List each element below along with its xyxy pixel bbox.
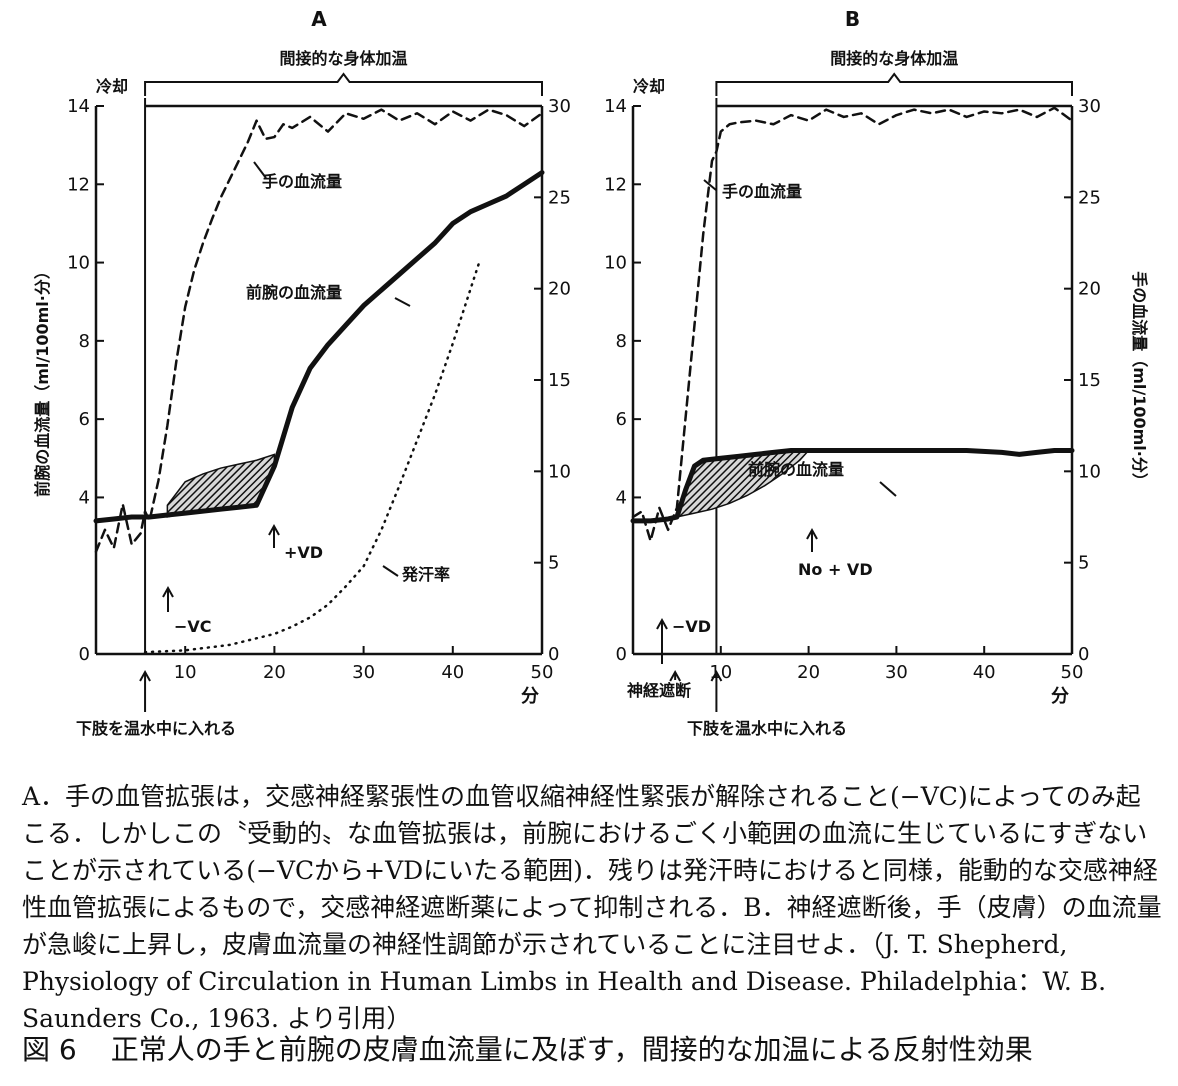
band-end-arrow-head <box>806 527 818 540</box>
figure-title-line: 図 6 正常人の手と前腕の皮膚血流量に及ぼす，間接的な加温による反射性効果 <box>22 1028 1162 1068</box>
y-right-tick-label: 30 <box>1078 96 1101 117</box>
series-annotation: 手の血流量 <box>722 182 802 201</box>
figure-number: 図 6 <box>22 1033 77 1066</box>
heating-label: 間接的な身体加温 <box>280 49 408 68</box>
event-label: 下肢を温水中に入れる <box>687 719 847 738</box>
y-left-tick-label: 14 <box>67 96 90 117</box>
series-annotation: 手の血流量 <box>262 172 342 191</box>
cooling-label: 冷却 <box>96 77 128 96</box>
cooling-label: 冷却 <box>633 77 665 96</box>
y-left-tick-label: 12 <box>604 174 627 195</box>
y-right-tick-label: 30 <box>548 96 571 117</box>
x-tick-label: 30 <box>885 662 908 683</box>
series-annotation: 前腕の血流量 <box>748 460 844 479</box>
x-axis-unit: 分 <box>521 686 539 707</box>
y-left-tick-label: 8 <box>616 331 627 352</box>
y-right-tick-label: 15 <box>548 370 571 391</box>
x-tick-label: 50 <box>531 662 554 683</box>
y-right-tick-label: 5 <box>548 553 559 574</box>
y-left-tick-label: 12 <box>67 174 90 195</box>
heating-label: 間接的な身体加温 <box>830 49 958 68</box>
x-tick-label: 10 <box>709 662 732 683</box>
y-right-tick-label: 20 <box>1078 279 1101 300</box>
x-tick-label: 50 <box>1061 662 1084 683</box>
event-label: 下肢を温水中に入れる <box>76 719 236 738</box>
series-annotation: 発汗率 <box>401 565 450 584</box>
annotation-leader <box>879 481 897 497</box>
y-right-tick-label: 5 <box>1078 553 1089 574</box>
event-arrow-head <box>710 669 723 682</box>
band-end-arrow-head <box>268 523 280 536</box>
y-right-tick-label: 0 <box>548 644 559 665</box>
nerve-block-label: 神経遮断 <box>627 681 691 700</box>
x-tick-label: 40 <box>973 662 996 683</box>
hand-bloodflow-line <box>631 106 1074 542</box>
y-right-tick-label: 10 <box>548 461 571 482</box>
series-annotation: −VC <box>174 617 212 636</box>
annotation-leader <box>382 565 399 577</box>
x-tick-label: 40 <box>441 662 464 683</box>
figure-title: 正常人の手と前腕の皮膚血流量に及ぼす，間接的な加温による反射性効果 <box>110 1033 1033 1066</box>
series-annotation: +VD <box>284 543 323 562</box>
x-tick-label: 10 <box>174 662 197 683</box>
nerve-block-arrow-head <box>669 669 682 682</box>
forearm-bloodflow-line <box>93 170 545 524</box>
x-tick-label: 30 <box>352 662 375 683</box>
annotation-leader <box>703 179 717 191</box>
y-right-tick-label: 0 <box>1078 644 1089 665</box>
y-left-tick-label: 10 <box>604 253 627 274</box>
y-left-tick-label: 4 <box>616 487 627 508</box>
x-tick-label: 20 <box>797 662 820 683</box>
y-left-tick-label: 14 <box>604 96 627 117</box>
series-annotation: −VD <box>672 617 711 636</box>
y-right-tick-label: 10 <box>1078 461 1101 482</box>
sweat-rate-line <box>143 260 481 654</box>
band-start-arrow-head <box>162 585 174 598</box>
panel-label: A <box>311 7 327 31</box>
annotation-leader <box>253 161 267 179</box>
event-arrow-head <box>139 669 151 682</box>
y-right-tick-label: 15 <box>1078 370 1101 391</box>
y-left-tick-label: 6 <box>79 409 90 430</box>
x-tick-label: 20 <box>263 662 286 683</box>
y-left-tick-label: 4 <box>79 487 90 508</box>
y-right-tick-label: 25 <box>1078 187 1101 208</box>
band-start-arrow-head <box>656 617 668 630</box>
y-axis-title-right: 手の血流量（ml/100ml·分） <box>1130 271 1149 489</box>
y-right-tick-label: 25 <box>548 187 571 208</box>
y-left-tick-label: 8 <box>79 331 90 352</box>
x-axis-unit: 分 <box>1051 686 1069 707</box>
figure-caption: A．手の血管拡張は，交感神経緊張性の血管収縮神経性緊張が解除されること(−VC)… <box>22 782 1162 1033</box>
forearm-bloodflow-line <box>630 447 1075 524</box>
heating-bracket <box>715 72 1073 96</box>
y-left-tick-label: 0 <box>79 644 90 665</box>
hand-bloodflow-line <box>94 108 544 553</box>
y-axis-title-left: 前腕の血流量（ml/100ml·分） <box>33 263 52 497</box>
y-left-tick-label: 6 <box>616 409 627 430</box>
panel-label: B <box>845 7 860 31</box>
series-annotation: No + VD <box>798 560 873 579</box>
y-right-tick-label: 20 <box>548 279 571 300</box>
y-left-tick-label: 10 <box>67 253 90 274</box>
heating-bracket <box>144 72 543 96</box>
series-annotation: 前腕の血流量 <box>246 283 342 302</box>
y-left-tick-label: 0 <box>616 644 627 665</box>
annotation-leader <box>394 297 411 307</box>
